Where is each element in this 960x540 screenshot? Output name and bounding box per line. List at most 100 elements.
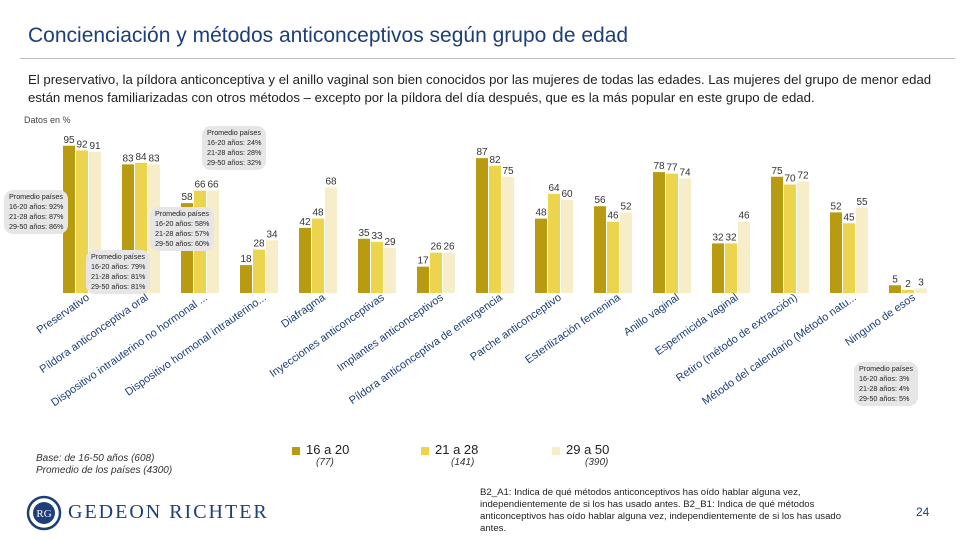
bar-15-series-3 [915,288,927,293]
legend-label: 21 a 28 [435,442,479,457]
data-label: 70 [784,174,796,185]
legend-n-29-50: (390) [585,457,609,468]
bar-13-series-1 [771,176,783,293]
callout-line: 29-50 años: 60% [155,239,210,248]
bar-10-series-3 [620,212,632,293]
question-note: B2_A1: Indica de qué métodos anticoncept… [480,487,842,534]
country-average-callout-diu-hormonal: Promedio países 16-20 años: 24% 21-28 añ… [202,126,267,170]
data-label: 75 [771,166,783,177]
legend-n-21-28: (141) [451,457,475,468]
bar-8-series-2 [489,165,501,293]
bar-11-series-2 [666,173,678,293]
data-label: 64 [548,183,560,194]
data-label: 58 [181,192,193,203]
bar-8-series-1 [476,158,488,293]
data-label: 26 [443,242,455,253]
country-average-callout-pildora: Promedio países 16-20 años: 79% 21-28 añ… [86,250,151,294]
bar-11-series-1 [653,172,665,293]
category-label: Anillo vaginal [622,292,682,339]
data-label: 26 [430,242,442,253]
legend-item-21-28: 21 a 28 [421,442,478,457]
bar-4-series-3 [266,240,278,293]
bar-13-series-2 [784,184,796,293]
callout-line: 29-50 años: 32% [207,158,262,167]
data-label: 91 [89,141,101,152]
category-label: Preservativo [35,292,92,337]
callout-line: 21-28 años: 57% [155,229,210,238]
bar-4-series-1 [240,265,252,293]
callout-heading: Promedio países [155,209,209,218]
data-label: 29 [384,237,396,248]
legend-label: 29 a 50 [566,442,610,457]
bar-15-series-2 [902,289,914,293]
data-label: 92 [76,139,88,150]
brand-name: GEDEON RICHTER [68,501,269,523]
data-label: 66 [194,180,206,191]
callout-line: 29-50 años: 5% [859,394,910,403]
category-label: Inyecciones anticonceptivas [268,291,387,380]
callout-line: 16-20 años: 24% [207,138,262,147]
legend-item-16-20: 16 a 20 [292,442,349,457]
page-number: 24 [916,505,930,519]
data-label: 35 [358,228,370,239]
legend-n-16-20: (77) [316,457,334,468]
bar-1-series-1 [63,145,75,293]
data-label: 77 [666,163,678,174]
callout-heading: Promedio países [207,128,261,137]
base-note-line: Promedio de los países (4300) [36,465,173,476]
data-label: 78 [653,161,665,172]
callout-heading: Promedio países [859,364,913,373]
data-label: 83 [148,153,160,164]
bar-12-series-3 [738,221,750,293]
data-label: 48 [535,208,547,219]
page-title: Concienciación y métodos anticonceptivos… [28,24,629,47]
base-note: Base: de 16-50 años (608) Promedio de lo… [36,453,172,477]
bar-9-series-2 [548,193,560,293]
bar-15-series-1 [889,285,901,293]
bar-7-series-2 [430,252,442,293]
bar-6-series-2 [371,241,383,293]
callout-line: 21-28 años: 28% [207,148,262,157]
callout-line: 21-28 años: 4% [859,384,910,393]
legend-swatch [421,446,429,455]
bar-11-series-3 [679,178,691,293]
data-label: 46 [738,211,750,222]
data-label: 28 [253,239,265,250]
data-label: 56 [594,195,606,206]
callout-line: 16-20 años: 3% [859,374,910,383]
data-label: 2 [905,279,911,290]
data-label: 84 [135,152,147,163]
legend-swatch [292,446,300,455]
data-label: 52 [830,201,842,212]
data-label: 33 [371,231,383,242]
bar-5-series-2 [312,218,324,293]
base-note-line: Base: de 16-50 años (608) [36,453,155,464]
category-label: Esterilización femenina [523,291,623,366]
data-label: 72 [797,170,809,181]
page-subtitle: El preservativo, la píldora anticoncepti… [28,72,932,105]
bar-7-series-1 [417,266,429,293]
data-label: 45 [843,212,855,223]
logo-letters: RG [36,508,51,520]
callout-heading: Promedio países [9,192,63,201]
data-label: 5 [892,274,898,285]
callout-line: 21-28 años: 87% [9,212,64,221]
bar-12-series-1 [712,243,724,293]
bar-1-series-2 [76,150,88,293]
bar-14-series-1 [830,212,842,293]
data-label: 46 [607,211,619,222]
legend-label: 16 a 20 [306,442,350,457]
bar-9-series-1 [535,218,547,293]
bar-14-series-2 [843,223,855,293]
bar-10-series-1 [594,206,606,293]
callout-line: 16-20 años: 92% [9,202,64,211]
category-label: Píldora anticonceptiva oral [38,292,151,376]
category-label: Diafragma [279,291,328,330]
data-label: 3 [918,277,924,288]
data-label: 55 [856,197,868,208]
bar-5-series-3 [325,187,337,293]
callout-line: 21-28 años: 81% [91,272,146,281]
data-label: 34 [266,229,278,240]
bar-12-series-2 [725,243,737,293]
bar-13-series-3 [797,181,809,293]
